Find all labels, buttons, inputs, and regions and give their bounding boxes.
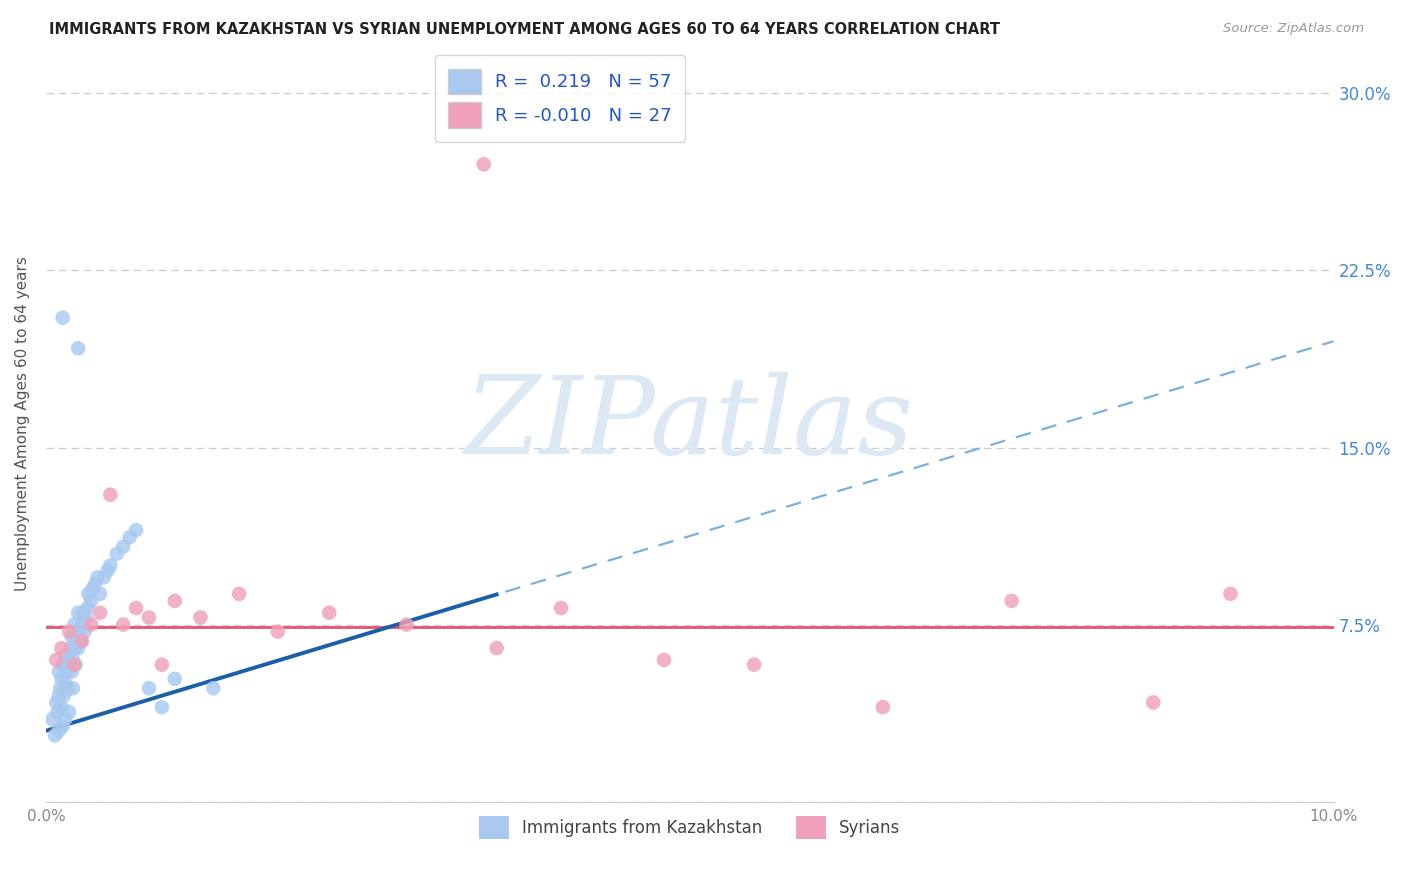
- Text: Source: ZipAtlas.com: Source: ZipAtlas.com: [1223, 22, 1364, 36]
- Point: [77, 587, 100, 601]
- Point: [41, 712, 63, 726]
- Point: [52, 657, 75, 672]
- Point: [53, 676, 76, 690]
- Point: [138, 610, 160, 624]
- Point: [267, 624, 290, 639]
- Point: [46, 705, 69, 719]
- Point: [80, 594, 103, 608]
- Point: [69, 624, 91, 639]
- Point: [67, 641, 90, 656]
- Point: [75, 610, 97, 624]
- Point: [55, 665, 77, 679]
- Point: [58, 653, 80, 667]
- Point: [51, 641, 73, 656]
- Point: [45, 653, 67, 667]
- Point: [63, 657, 86, 672]
- Point: [83, 577, 105, 591]
- Point: [52, 719, 75, 733]
- Text: IMMIGRANTS FROM KAZAKHSTAN VS SYRIAN UNEMPLOYMENT AMONG AGES 60 TO 64 YEARS CORR: IMMIGRANTS FROM KAZAKHSTAN VS SYRIAN UNE…: [49, 22, 1000, 37]
- Point: [53, 648, 76, 663]
- Point: [550, 601, 572, 615]
- Point: [48, 689, 70, 703]
- Point: [190, 610, 212, 624]
- Point: [72, 606, 94, 620]
- Point: [105, 547, 128, 561]
- Point: [52, 310, 75, 325]
- Point: [53, 712, 76, 726]
- Point: [60, 665, 83, 679]
- Point: [44, 729, 66, 743]
- Point: [63, 641, 86, 656]
- Point: [872, 700, 894, 714]
- Point: [1001, 594, 1024, 608]
- Point: [49, 681, 72, 696]
- Point: [66, 629, 89, 643]
- Point: [742, 657, 765, 672]
- Point: [69, 634, 91, 648]
- Point: [150, 700, 173, 714]
- Point: [60, 629, 83, 643]
- Point: [318, 606, 340, 620]
- Point: [112, 617, 135, 632]
- Point: [1142, 695, 1164, 709]
- Point: [80, 617, 103, 632]
- Point: [125, 523, 148, 537]
- Point: [472, 157, 495, 171]
- Point: [70, 617, 93, 632]
- Point: [163, 594, 186, 608]
- Point: [48, 665, 70, 679]
- Point: [86, 570, 108, 584]
- Point: [59, 641, 82, 656]
- Point: [82, 582, 104, 596]
- Point: [98, 488, 121, 502]
- Point: [73, 624, 96, 639]
- Point: [45, 695, 67, 709]
- Point: [125, 601, 148, 615]
- Point: [98, 558, 121, 573]
- Text: ZIPatlas: ZIPatlas: [465, 371, 914, 476]
- Point: [58, 705, 80, 719]
- Point: [67, 606, 90, 620]
- Point: [62, 653, 84, 667]
- Point: [53, 689, 76, 703]
- Point: [48, 723, 70, 738]
- Point: [65, 657, 87, 672]
- Point: [93, 570, 115, 584]
- Legend: Immigrants from Kazakhstan, Syrians: Immigrants from Kazakhstan, Syrians: [472, 809, 907, 847]
- Point: [97, 563, 120, 577]
- Point: [70, 634, 93, 648]
- Point: [138, 681, 160, 696]
- Point: [76, 601, 98, 615]
- Y-axis label: Unemployment Among Ages 60 to 64 years: Unemployment Among Ages 60 to 64 years: [15, 257, 30, 591]
- Point: [58, 624, 80, 639]
- Point: [485, 641, 508, 656]
- Point: [56, 681, 79, 696]
- Point: [652, 653, 675, 667]
- Point: [89, 587, 111, 601]
- Point: [112, 540, 135, 554]
- Point: [51, 672, 73, 686]
- Point: [62, 681, 84, 696]
- Point: [395, 617, 418, 632]
- Point: [89, 606, 111, 620]
- Point: [51, 700, 73, 714]
- Point: [1219, 587, 1241, 601]
- Point: [228, 587, 250, 601]
- Point: [202, 681, 225, 696]
- Point: [163, 672, 186, 686]
- Point: [67, 342, 90, 356]
- Point: [150, 657, 173, 672]
- Point: [118, 530, 141, 544]
- Point: [63, 617, 86, 632]
